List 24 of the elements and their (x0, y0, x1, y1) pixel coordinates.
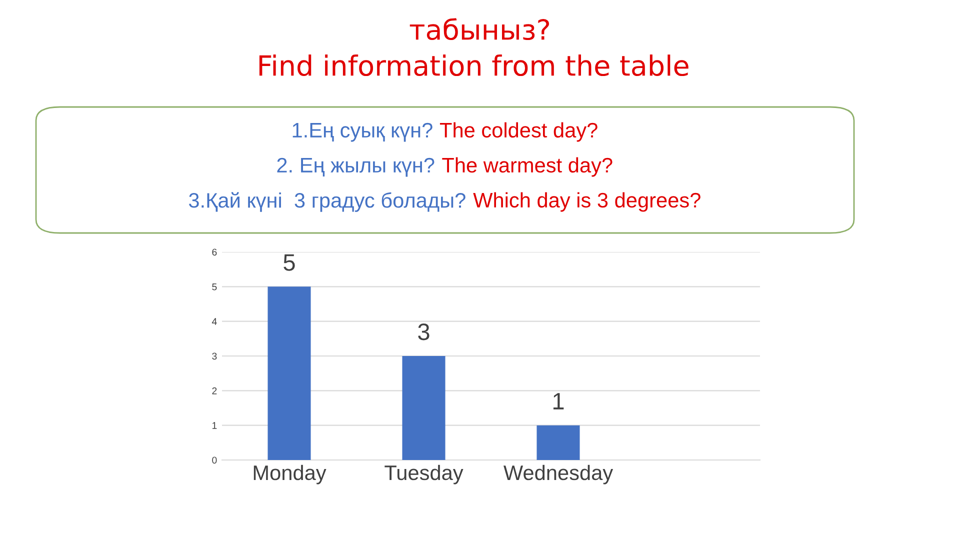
bar (268, 286, 311, 460)
y-tick-label: 2 (212, 387, 217, 394)
y-tick-label: 6 (212, 248, 217, 256)
y-tick-label: 4 (212, 318, 217, 325)
y-tick-label: 1 (212, 422, 217, 429)
text: Which day is 3 degrees? (473, 192, 700, 212)
chart-subtitle: Find information from the table (259, 54, 688, 76)
text: The coldest day? (440, 122, 598, 142)
text: 3.Қай күні 3 градус болады? (188, 192, 466, 212)
data-label: 5 (284, 254, 295, 271)
text: 1.Ең суық күн? (292, 122, 432, 142)
y-tick-label: 0 (212, 456, 217, 464)
y-tick-label: 3 (212, 352, 217, 360)
x-tick-label: Tuesday (384, 464, 464, 484)
data-label: 3 (418, 324, 430, 340)
x-tick-label: Wednesday (504, 464, 614, 484)
y-tick-label: 5 (212, 284, 217, 290)
text: 2. Ең жылы күн? (277, 158, 434, 177)
data-label: 1 (553, 393, 564, 410)
bar (402, 356, 446, 460)
text: The warmest day? (442, 157, 612, 177)
x-tick-label: Monday (254, 464, 326, 484)
chart-title: табыныз? (410, 18, 549, 40)
bar (536, 425, 580, 460)
